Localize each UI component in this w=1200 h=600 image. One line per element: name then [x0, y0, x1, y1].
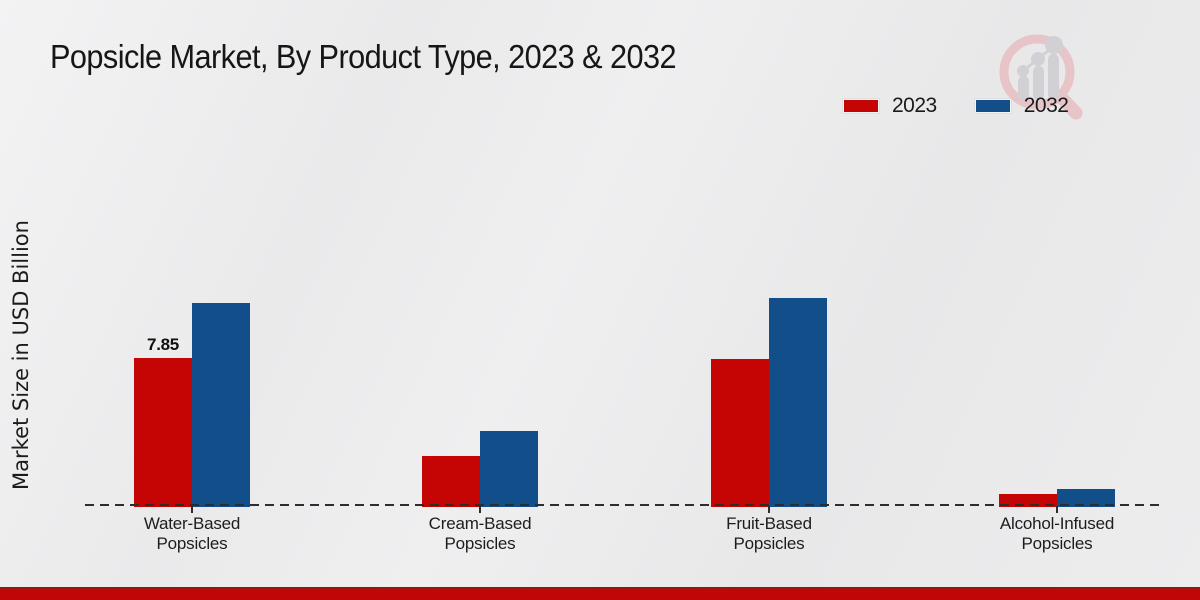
bar-2023-category-1 [422, 456, 480, 507]
x-axis-tick [479, 506, 481, 513]
x-axis-tick [768, 506, 770, 513]
x-axis-tick [1056, 506, 1058, 513]
category-label: Cream-Based Popsicles [428, 514, 532, 553]
bar-2032-category-1 [480, 431, 538, 507]
zero-baseline-dashed [85, 504, 1163, 506]
legend-label-2023: 2023 [892, 94, 937, 117]
bar-value-label: 7.85 [147, 335, 179, 354]
bar-2032-category-3 [1057, 489, 1115, 507]
growth-bars-icon [1017, 36, 1063, 100]
bar-2023-category-2 [711, 359, 769, 507]
legend-label-2032: 2032 [1023, 94, 1069, 117]
category-label: Fruit-Based Popsicles [726, 514, 812, 553]
bar-2032-category-2 [769, 298, 827, 507]
footer-accent-bar [0, 587, 1200, 600]
legend-swatch-2032 [974, 99, 1011, 113]
bar-2032-category-0 [192, 303, 250, 507]
legend-swatch-2023 [843, 99, 879, 113]
magnifier-icon [999, 34, 1083, 120]
legend-item-2023: 2023 [843, 94, 937, 118]
legend: 2023 2032 [843, 94, 1069, 118]
legend-item-2032: 2032 [974, 94, 1069, 118]
bar-2023-category-0 [134, 358, 192, 507]
category-label: Water-Based Popsicles [143, 514, 241, 553]
chart-title: Popsicle Market, By Product Type, 2023 &… [50, 38, 677, 75]
category-label: Alcohol-Infused Popsicles [999, 514, 1115, 553]
brand-watermark-logo [999, 34, 1083, 120]
x-axis-tick [191, 506, 193, 513]
bar-2023-category-3 [999, 494, 1057, 507]
